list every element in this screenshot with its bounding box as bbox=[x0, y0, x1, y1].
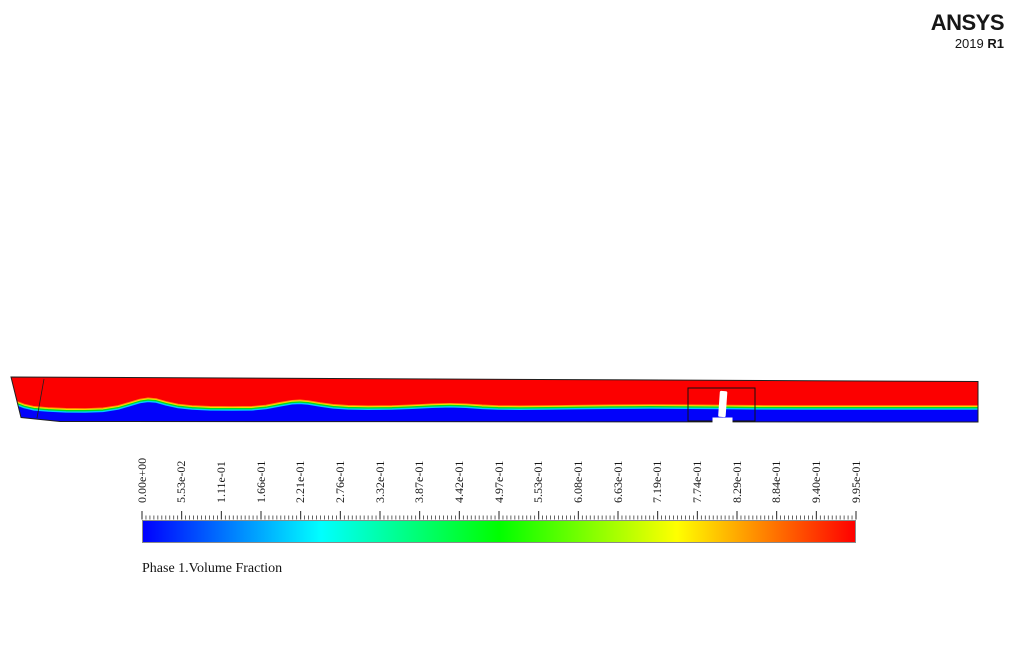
interface-line bbox=[17, 400, 978, 413]
ansys-version-year: 2019 bbox=[954, 36, 984, 51]
lower-phase-region bbox=[17, 400, 978, 422]
channel-outline bbox=[10, 376, 979, 423]
channel-contour bbox=[10, 376, 979, 428]
interface-line bbox=[17, 397, 978, 410]
ansys-version-release: R1 bbox=[987, 36, 1004, 51]
ansys-logo-brand: ANSYS bbox=[930, 10, 1005, 35]
interface-line bbox=[17, 399, 978, 412]
mesh-zone-divider-line bbox=[36, 378, 45, 419]
colorbar-tick-marks bbox=[141, 511, 857, 520]
interface-line bbox=[17, 398, 978, 411]
gate-bottom-notch bbox=[712, 417, 733, 428]
colorbar-gradient bbox=[142, 520, 856, 543]
legend-title: Phase 1.Volume Fraction bbox=[142, 561, 283, 576]
ansys-logo-version: 2019 R1 bbox=[931, 36, 1004, 51]
gate-bar bbox=[718, 390, 728, 418]
ansys-logo: ANSYS 2019 R1 bbox=[930, 10, 1005, 52]
interface-band bbox=[17, 397, 978, 413]
